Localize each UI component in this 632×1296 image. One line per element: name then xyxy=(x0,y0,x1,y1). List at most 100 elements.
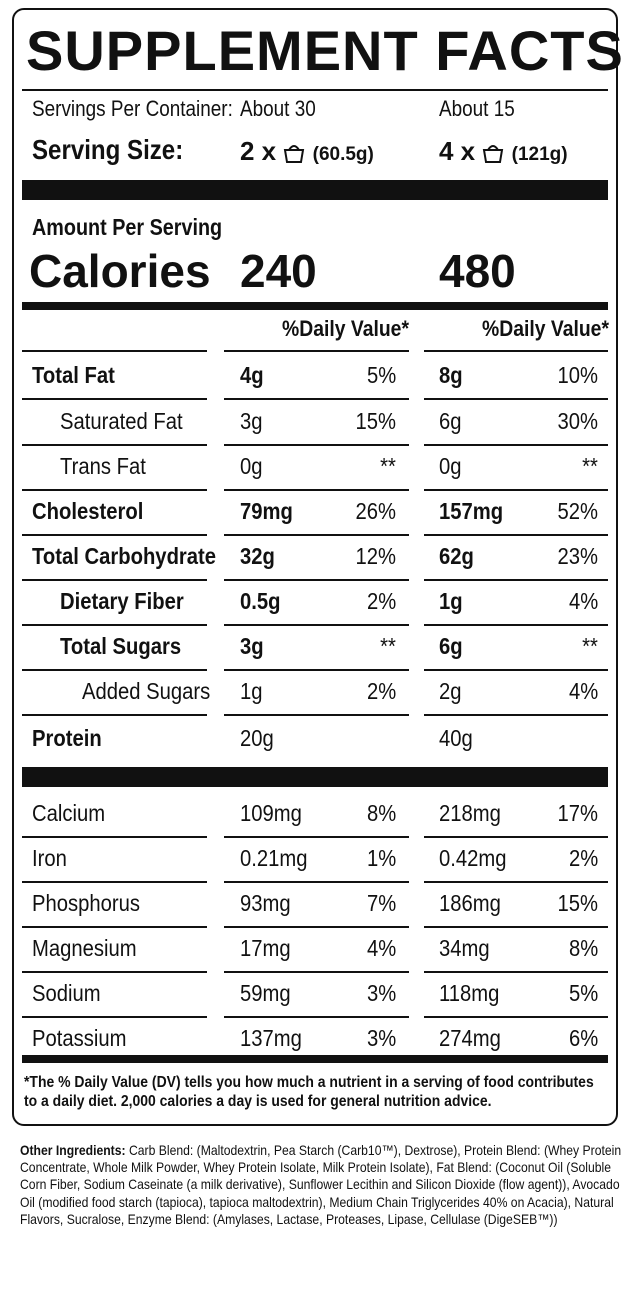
supplement-facts-panel: SUPPLEMENT FACTS Servings Per Container:… xyxy=(12,8,623,1126)
dv-header-col2: %Daily Value* xyxy=(482,316,609,341)
row-divider xyxy=(424,881,608,883)
row-divider xyxy=(424,714,608,716)
row-divider xyxy=(424,1016,608,1018)
nutrient-dv-col2: 30% xyxy=(557,408,598,434)
servings-per-container-label: Servings Per Container: xyxy=(32,96,233,121)
mineral-dv-col1: 8% xyxy=(366,800,396,826)
nutrient-amount-col1: 0.5g xyxy=(240,588,281,614)
nutrient-name: Total Fat xyxy=(32,362,115,388)
servings-col2: About 15 xyxy=(439,96,515,121)
nutrient-amount-col2: 0g xyxy=(439,453,462,479)
nutrient-dv-col1: 12% xyxy=(355,543,396,569)
nutrient-amount-col1: 79mg xyxy=(240,498,293,524)
row-divider xyxy=(224,444,409,446)
row-divider xyxy=(224,534,409,536)
nutrient-amount-col2: 40g xyxy=(439,725,473,751)
nutrient-name: Dietary Fiber xyxy=(60,588,184,614)
nutrient-amount-col2: 157mg xyxy=(439,498,504,524)
nutrient-dv-col1: 5% xyxy=(366,362,396,388)
mineral-dv-col1: 3% xyxy=(366,980,396,1006)
mineral-dv-col2: 17% xyxy=(557,800,598,826)
mineral-dv-col1: 1% xyxy=(366,845,396,871)
row-divider xyxy=(22,489,207,491)
row-divider xyxy=(224,714,409,716)
nutrient-name: Added Sugars xyxy=(82,678,211,704)
row-divider xyxy=(22,579,207,581)
nutrient-dv-col1: 15% xyxy=(355,408,396,434)
divider xyxy=(22,89,608,91)
nutrient-amount-col2: 6g xyxy=(439,633,463,659)
mineral-amount-col1: 17mg xyxy=(240,935,291,961)
nutrient-amount-col2: 1g xyxy=(439,588,463,614)
servings-col1: About 30 xyxy=(240,96,316,121)
row-divider xyxy=(224,398,409,400)
nutrient-amount-col2: 2g xyxy=(439,678,462,704)
other-ingredients-label: Other Ingredients: xyxy=(20,1142,126,1158)
mineral-amount-col2: 118mg xyxy=(439,980,500,1006)
mineral-name: Magnesium xyxy=(32,935,137,961)
row-divider xyxy=(224,624,409,626)
nutrient-name: Cholesterol xyxy=(32,498,144,524)
panel-title: SUPPLEMENT FACTS xyxy=(26,19,624,82)
row-divider xyxy=(224,489,409,491)
row-divider xyxy=(424,444,608,446)
thick-divider xyxy=(22,180,608,200)
row-divider xyxy=(22,971,207,973)
nutrient-dv-col1: 2% xyxy=(366,678,396,704)
calories-col2: 480 xyxy=(439,245,516,297)
nutrient-name: Saturated Fat xyxy=(60,408,183,434)
row-divider xyxy=(22,881,207,883)
medium-divider xyxy=(22,302,608,310)
nutrient-amount-col2: 6g xyxy=(439,408,462,434)
mineral-dv-col2: 8% xyxy=(568,935,598,961)
row-divider xyxy=(224,350,409,352)
nutrient-amount-col2: 8g xyxy=(439,362,463,388)
nutrient-dv-col1: ** xyxy=(380,453,396,479)
nutrient-dv-col1: ** xyxy=(380,633,396,659)
mineral-name: Sodium xyxy=(32,980,101,1006)
mineral-amount-col2: 274mg xyxy=(439,1025,501,1051)
mineral-amount-col2: 0.42mg xyxy=(439,845,507,871)
row-divider xyxy=(424,669,608,671)
dv-header-col1: %Daily Value* xyxy=(282,316,409,341)
mineral-dv-col2: 5% xyxy=(568,980,598,1006)
nutrient-dv-col2: 10% xyxy=(557,362,598,388)
row-divider xyxy=(224,579,409,581)
mineral-name: Calcium xyxy=(32,800,106,826)
row-divider xyxy=(224,669,409,671)
row-divider xyxy=(424,398,608,400)
calories-label: Calories xyxy=(29,245,211,297)
mineral-amount-col1: 109mg xyxy=(240,800,302,826)
thick-divider xyxy=(22,767,608,787)
row-divider xyxy=(22,444,207,446)
serving-size-label: Serving Size: xyxy=(32,134,184,165)
mineral-name: Phosphorus xyxy=(32,890,141,916)
serving-size-col2: 4 x (121g) xyxy=(439,136,568,167)
row-divider xyxy=(22,398,207,400)
row-divider xyxy=(22,534,207,536)
row-divider xyxy=(224,836,409,838)
row-divider xyxy=(424,534,608,536)
serving-size-col1-grams: (60.5g) xyxy=(312,144,374,165)
nutrient-amount-col1: 20g xyxy=(240,725,274,751)
mineral-amount-col1: 93mg xyxy=(240,890,291,916)
nutrient-dv-col2: 4% xyxy=(568,588,598,614)
row-divider xyxy=(424,926,608,928)
nutrient-name: Total Sugars xyxy=(60,633,182,659)
mineral-name: Iron xyxy=(32,845,67,871)
row-divider xyxy=(424,971,608,973)
mineral-name: Potassium xyxy=(32,1025,127,1051)
mineral-dv-col2: 6% xyxy=(568,1025,598,1051)
nutrient-name: Protein xyxy=(32,725,102,751)
mineral-amount-col1: 59mg xyxy=(240,980,291,1006)
row-divider xyxy=(22,624,207,626)
row-divider xyxy=(22,1016,207,1018)
row-divider xyxy=(22,926,207,928)
row-divider xyxy=(424,489,608,491)
mineral-amount-col1: 0.21mg xyxy=(240,845,308,871)
nutrient-amount-col2: 62g xyxy=(439,543,474,569)
nutrient-amount-col1: 0g xyxy=(240,453,263,479)
row-divider xyxy=(224,971,409,973)
amount-per-serving-label: Amount Per Serving xyxy=(32,214,223,240)
mineral-dv-col1: 3% xyxy=(366,1025,396,1051)
